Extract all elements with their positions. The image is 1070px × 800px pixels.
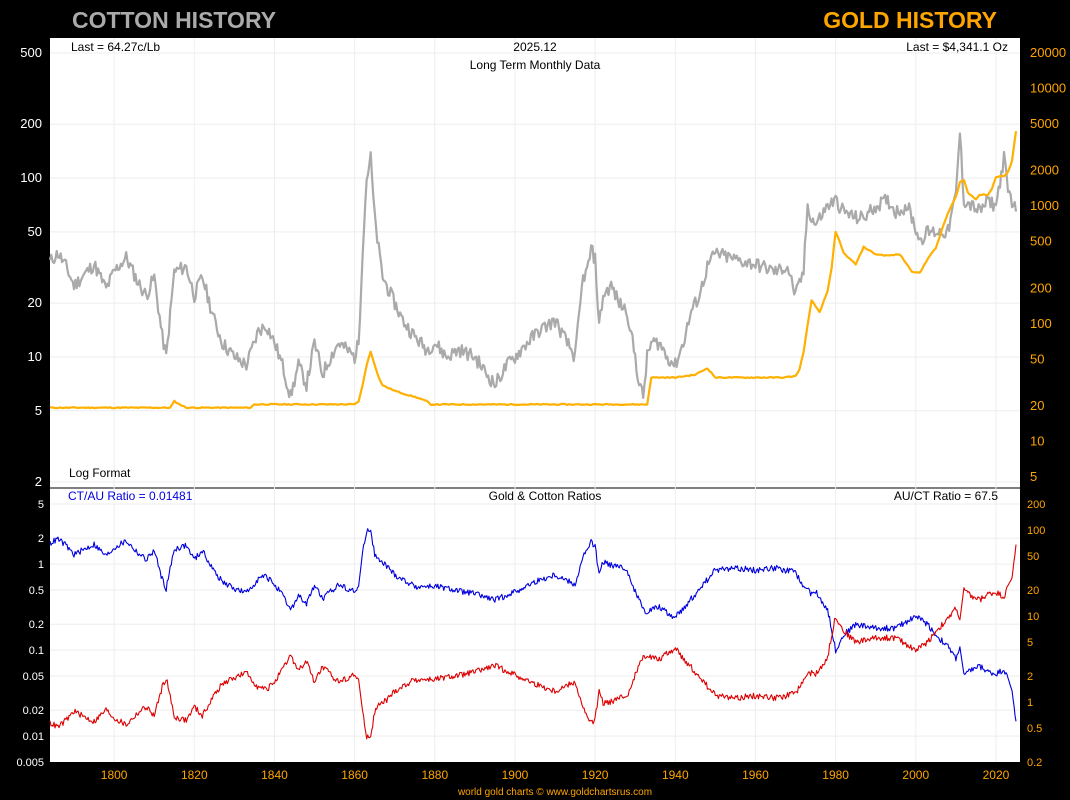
goldseries-line <box>49 130 1018 410</box>
top-plot-panel <box>50 38 1020 488</box>
left-y-tick-label: 500 <box>20 45 42 60</box>
left-y-tick-label: 2 <box>35 474 42 489</box>
x-tick-label: 1940 <box>662 768 689 782</box>
left-y-tick-label: 10 <box>28 349 42 364</box>
subtitle-label: Long Term Monthly Data <box>470 58 601 72</box>
date-label: 2025.12 <box>513 40 557 54</box>
left-y-tick-label: 0.02 <box>23 705 44 717</box>
footer-credit: world gold charts © www.goldchartsrus.co… <box>457 787 652 798</box>
x-tick-label: 1820 <box>181 768 208 782</box>
left-y-tick-label: 0.1 <box>29 645 44 657</box>
left-y-tick-label: 0.005 <box>16 757 44 769</box>
ct-au-ratioseries-line <box>49 528 1017 722</box>
last-cotton-label: Last = 64.27c/Lb <box>71 40 160 54</box>
right-y-tick-label: 5000 <box>1030 116 1059 131</box>
bottom-plot-panel <box>50 488 1020 762</box>
right-y-tick-label: 10 <box>1027 611 1039 623</box>
right-y-tick-label: 50 <box>1030 351 1044 366</box>
ratios-title: Gold & Cotton Ratios <box>489 489 602 503</box>
x-tick-label: 1900 <box>502 768 529 782</box>
left-y-tick-label: 5 <box>38 499 44 511</box>
log-format-label: Log Format <box>69 466 131 480</box>
right-y-tick-label: 10000 <box>1030 80 1066 95</box>
right-y-tick-label: 2 <box>1027 671 1033 683</box>
x-tick-label: 2020 <box>983 768 1010 782</box>
cottonseries-line <box>48 132 1018 399</box>
au-ct-ratio-label: AU/CT Ratio = 67.5 <box>894 489 998 503</box>
right-y-tick-label: 1000 <box>1030 198 1059 213</box>
left-y-tick-label: 0.5 <box>29 585 44 597</box>
left-y-tick-label: 200 <box>20 116 42 131</box>
left-y-tick-label: 5 <box>35 403 42 418</box>
right-y-tick-label: 50 <box>1027 551 1039 563</box>
ct-au-ratio-label: CT/AU Ratio = 0.01481 <box>68 489 193 503</box>
right-y-tick-label: 20000 <box>1030 45 1066 60</box>
left-y-tick-label: 50 <box>28 224 42 239</box>
x-tick-label: 1800 <box>101 768 128 782</box>
right-y-tick-label: 10 <box>1030 434 1044 449</box>
x-tick-label: 1880 <box>421 768 448 782</box>
x-tick-label: 1860 <box>341 768 368 782</box>
series-layer <box>48 130 1018 740</box>
au-ct-ratioseries-line <box>49 544 1017 740</box>
tick-label-layer: 500 200 100 50 20 10 5 2 20000 10000 5000 2000 1000 5… <box>16 45 1066 782</box>
x-tick-label: 1980 <box>822 768 849 782</box>
left-y-tick-label: 0.05 <box>23 671 44 683</box>
right-y-tick-label: 0.2 <box>1027 757 1042 769</box>
x-tick-label: 1840 <box>261 768 288 782</box>
right-y-tick-label: 1 <box>1027 697 1033 709</box>
right-y-tick-label: 0.5 <box>1027 723 1042 735</box>
right-y-tick-label: 500 <box>1030 234 1052 249</box>
right-y-tick-label: 20 <box>1030 398 1044 413</box>
right-y-tick-label: 200 <box>1027 499 1045 511</box>
x-tick-label: 2000 <box>902 768 929 782</box>
x-tick-label: 1960 <box>742 768 769 782</box>
left-y-tick-label: 2 <box>38 533 44 545</box>
left-y-tick-label: 100 <box>20 170 42 185</box>
right-y-tick-label: 100 <box>1027 525 1045 537</box>
gold-history-title: GOLD HISTORY <box>823 7 997 33</box>
left-y-tick-label: 20 <box>28 295 42 310</box>
left-y-tick-label: 0.2 <box>29 619 44 631</box>
left-y-tick-label: 1 <box>38 559 44 571</box>
right-y-tick-label: 5 <box>1027 637 1033 649</box>
x-tick-label: 1920 <box>582 768 609 782</box>
right-y-tick-label: 200 <box>1030 280 1052 295</box>
right-y-tick-label: 100 <box>1030 316 1052 331</box>
last-gold-label: Last = $4,341.1 Oz <box>906 40 1008 54</box>
right-y-tick-label: 2000 <box>1030 163 1059 178</box>
cotton-history-title: COTTON HISTORY <box>72 7 276 33</box>
left-y-tick-label: 0.01 <box>23 731 44 743</box>
right-y-tick-label: 20 <box>1027 585 1039 597</box>
right-y-tick-label: 5 <box>1030 469 1037 484</box>
